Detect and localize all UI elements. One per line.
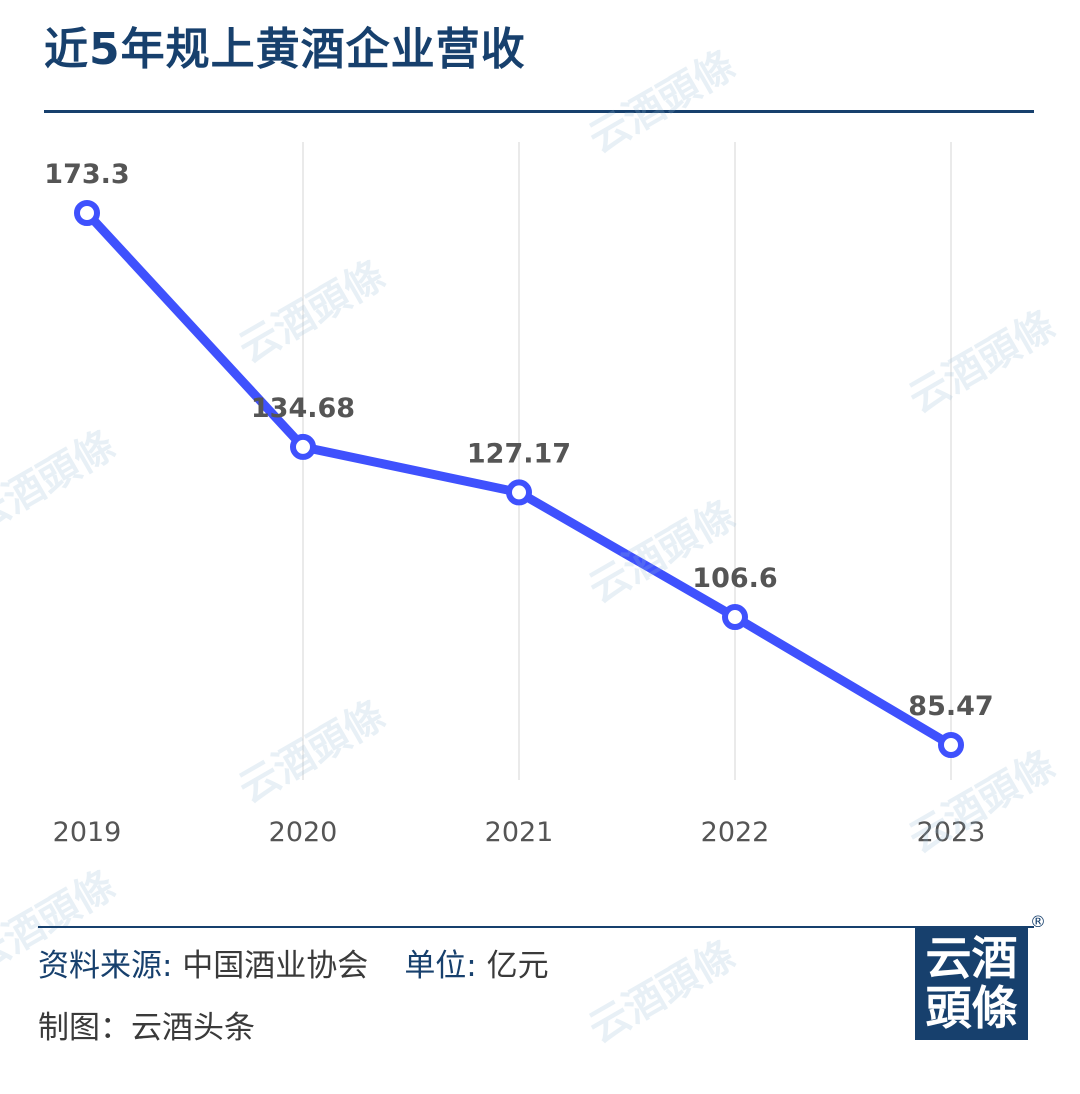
source-label: 资料来源: (38, 948, 173, 984)
data-label-2020: 134.68 (251, 393, 355, 424)
data-point-2019 (74, 200, 100, 226)
unit-label: 单位: (404, 948, 477, 984)
unit-value: 亿元 (476, 948, 549, 984)
watermark: 云酒頭條 (580, 931, 743, 1053)
credit-line: 制图：云酒头条 (38, 1010, 255, 1046)
footer-divider (38, 926, 1034, 928)
grid-lines (302, 142, 952, 780)
title-divider (44, 110, 1034, 113)
registered-mark: ® (1030, 912, 1046, 931)
line-chart: 173.3 134.68 127.17 106.6 85.47 2019 2020 2021… (44, 142, 994, 848)
x-tick-label-2022: 2022 (701, 817, 770, 848)
data-labels: 173.3 134.68 127.17 106.6 85.47 (44, 159, 993, 722)
data-point-2020 (290, 433, 316, 460)
data-point-2023 (938, 732, 964, 758)
source-line: 资料来源: 中国酒业协会 单位: 亿元 (38, 948, 549, 985)
x-tick-label-2019: 2019 (53, 817, 122, 848)
data-point-2022 (722, 604, 748, 631)
x-tick-label-2023: 2023 (917, 817, 986, 848)
logo-line-2: 頭條 (925, 981, 1018, 1035)
data-label-2019: 173.3 (44, 159, 129, 190)
data-label-2022: 106.6 (692, 563, 777, 594)
x-tick-label-2020: 2020 (269, 817, 338, 848)
chart-title: 近5年规上黄酒企业营收 (44, 24, 526, 75)
source-value: 中国酒业协会 (172, 948, 369, 984)
x-axis-ticks: 2019 2020 2021 2022 2023 (53, 817, 986, 848)
data-label-2023: 85.47 (908, 691, 993, 722)
data-points (74, 200, 964, 758)
logo-line-1: 云酒 (925, 931, 1018, 985)
brand-logo: 云酒 頭條 (915, 926, 1028, 1040)
x-tick-label-2021: 2021 (485, 817, 554, 848)
data-point-2021 (506, 479, 532, 506)
data-label-2021: 127.17 (467, 438, 571, 469)
